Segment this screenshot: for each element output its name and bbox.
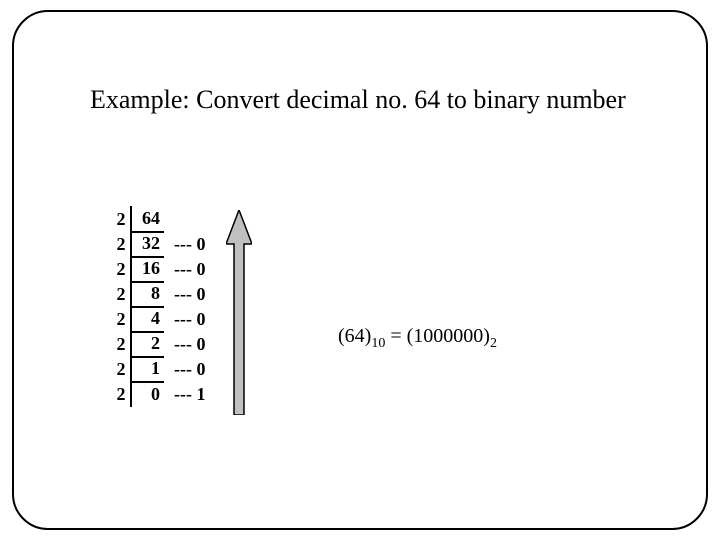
up-arrow-icon xyxy=(226,210,252,415)
division-row: 2 8 --- 0 xyxy=(112,282,208,307)
dash-cell: --- xyxy=(164,232,194,257)
divisor-cell: 2 xyxy=(112,357,130,382)
division-row: 2 2 --- 0 xyxy=(112,332,208,357)
quotient-cell: 64 xyxy=(130,206,164,233)
division-row: 2 1 --- 0 xyxy=(112,357,208,382)
dash-cell: --- xyxy=(164,257,194,282)
division-row: 2 4 --- 0 xyxy=(112,307,208,332)
dash-cell: --- xyxy=(164,382,194,407)
quotient-cell: 1 xyxy=(130,356,164,383)
division-row: 2 64 xyxy=(112,207,208,232)
divisor-cell: 2 xyxy=(112,207,130,232)
divisor-cell: 2 xyxy=(112,382,130,407)
division-row: 2 32 --- 0 xyxy=(112,232,208,257)
divisor-cell: 2 xyxy=(112,307,130,332)
slide-title: Example: Convert decimal no. 64 to binar… xyxy=(90,85,626,115)
divisor-cell: 2 xyxy=(112,257,130,282)
divisor-cell: 2 xyxy=(112,282,130,307)
quotient-cell: 2 xyxy=(130,331,164,358)
quotient-cell: 32 xyxy=(130,231,164,258)
remainder-cell: 0 xyxy=(194,282,208,307)
divisor-cell: 2 xyxy=(112,332,130,357)
division-table: 2 64 2 32 --- 0 2 16 --- 0 2 8 --- 0 2 4… xyxy=(112,207,208,407)
remainder-cell: 0 xyxy=(194,307,208,332)
dash-cell: --- xyxy=(164,357,194,382)
remainder-cell: 0 xyxy=(194,357,208,382)
dash-cell: --- xyxy=(164,307,194,332)
division-row: 2 16 --- 0 xyxy=(112,257,208,282)
result-equation: (64)10 = (1000000)2 xyxy=(338,325,497,352)
quotient-cell: 16 xyxy=(130,256,164,283)
quotient-cell: 4 xyxy=(130,306,164,333)
dash-cell: --- xyxy=(164,282,194,307)
arrow-shape xyxy=(226,210,252,415)
divisor-cell: 2 xyxy=(112,232,130,257)
remainder-cell: 1 xyxy=(194,382,208,407)
quotient-cell: 8 xyxy=(130,281,164,308)
remainder-cell: 0 xyxy=(194,232,208,257)
quotient-cell: 0 xyxy=(130,382,164,407)
division-row: 2 0 --- 1 xyxy=(112,382,208,407)
eq-lhs: (64) xyxy=(338,325,371,347)
eq-sign: = xyxy=(385,325,406,347)
eq-rhs: (1000000) xyxy=(407,325,490,347)
remainder-cell: 0 xyxy=(194,257,208,282)
eq-lhs-sub: 10 xyxy=(371,336,385,351)
dash-cell: --- xyxy=(164,332,194,357)
eq-rhs-sub: 2 xyxy=(490,336,497,351)
remainder-cell: 0 xyxy=(194,332,208,357)
